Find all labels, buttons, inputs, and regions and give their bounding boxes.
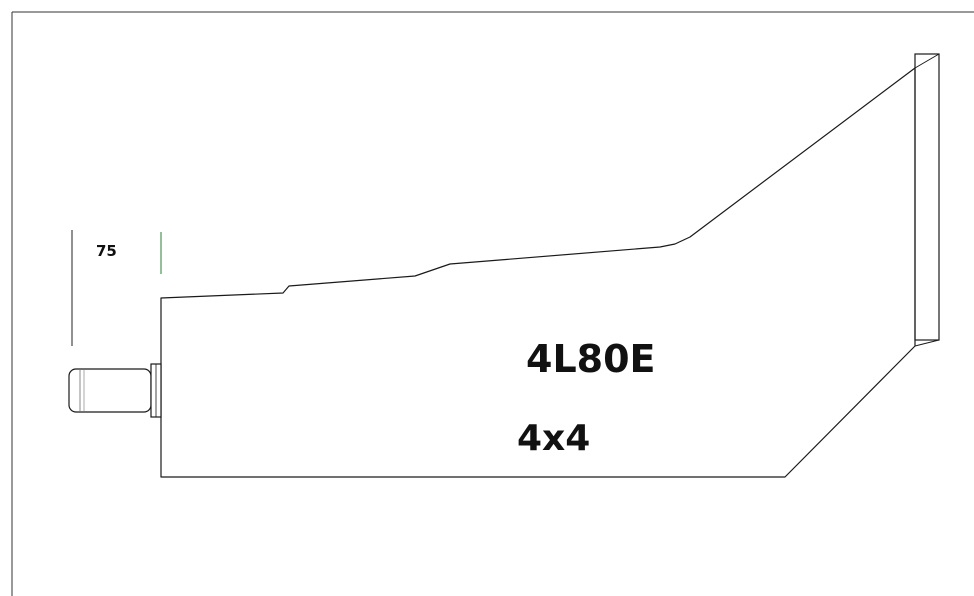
flange-connector-top bbox=[914, 53, 940, 69]
bellhousing-flange bbox=[914, 53, 940, 341]
output-shaft-body bbox=[68, 368, 152, 413]
dimension-label: 75 bbox=[96, 242, 117, 260]
model-label: 4L80E bbox=[526, 337, 656, 381]
output-shaft bbox=[68, 363, 162, 418]
flange-connector-bottom bbox=[914, 339, 940, 347]
transmission-body-outline bbox=[160, 67, 916, 478]
drive-label: 4x4 bbox=[517, 418, 590, 459]
